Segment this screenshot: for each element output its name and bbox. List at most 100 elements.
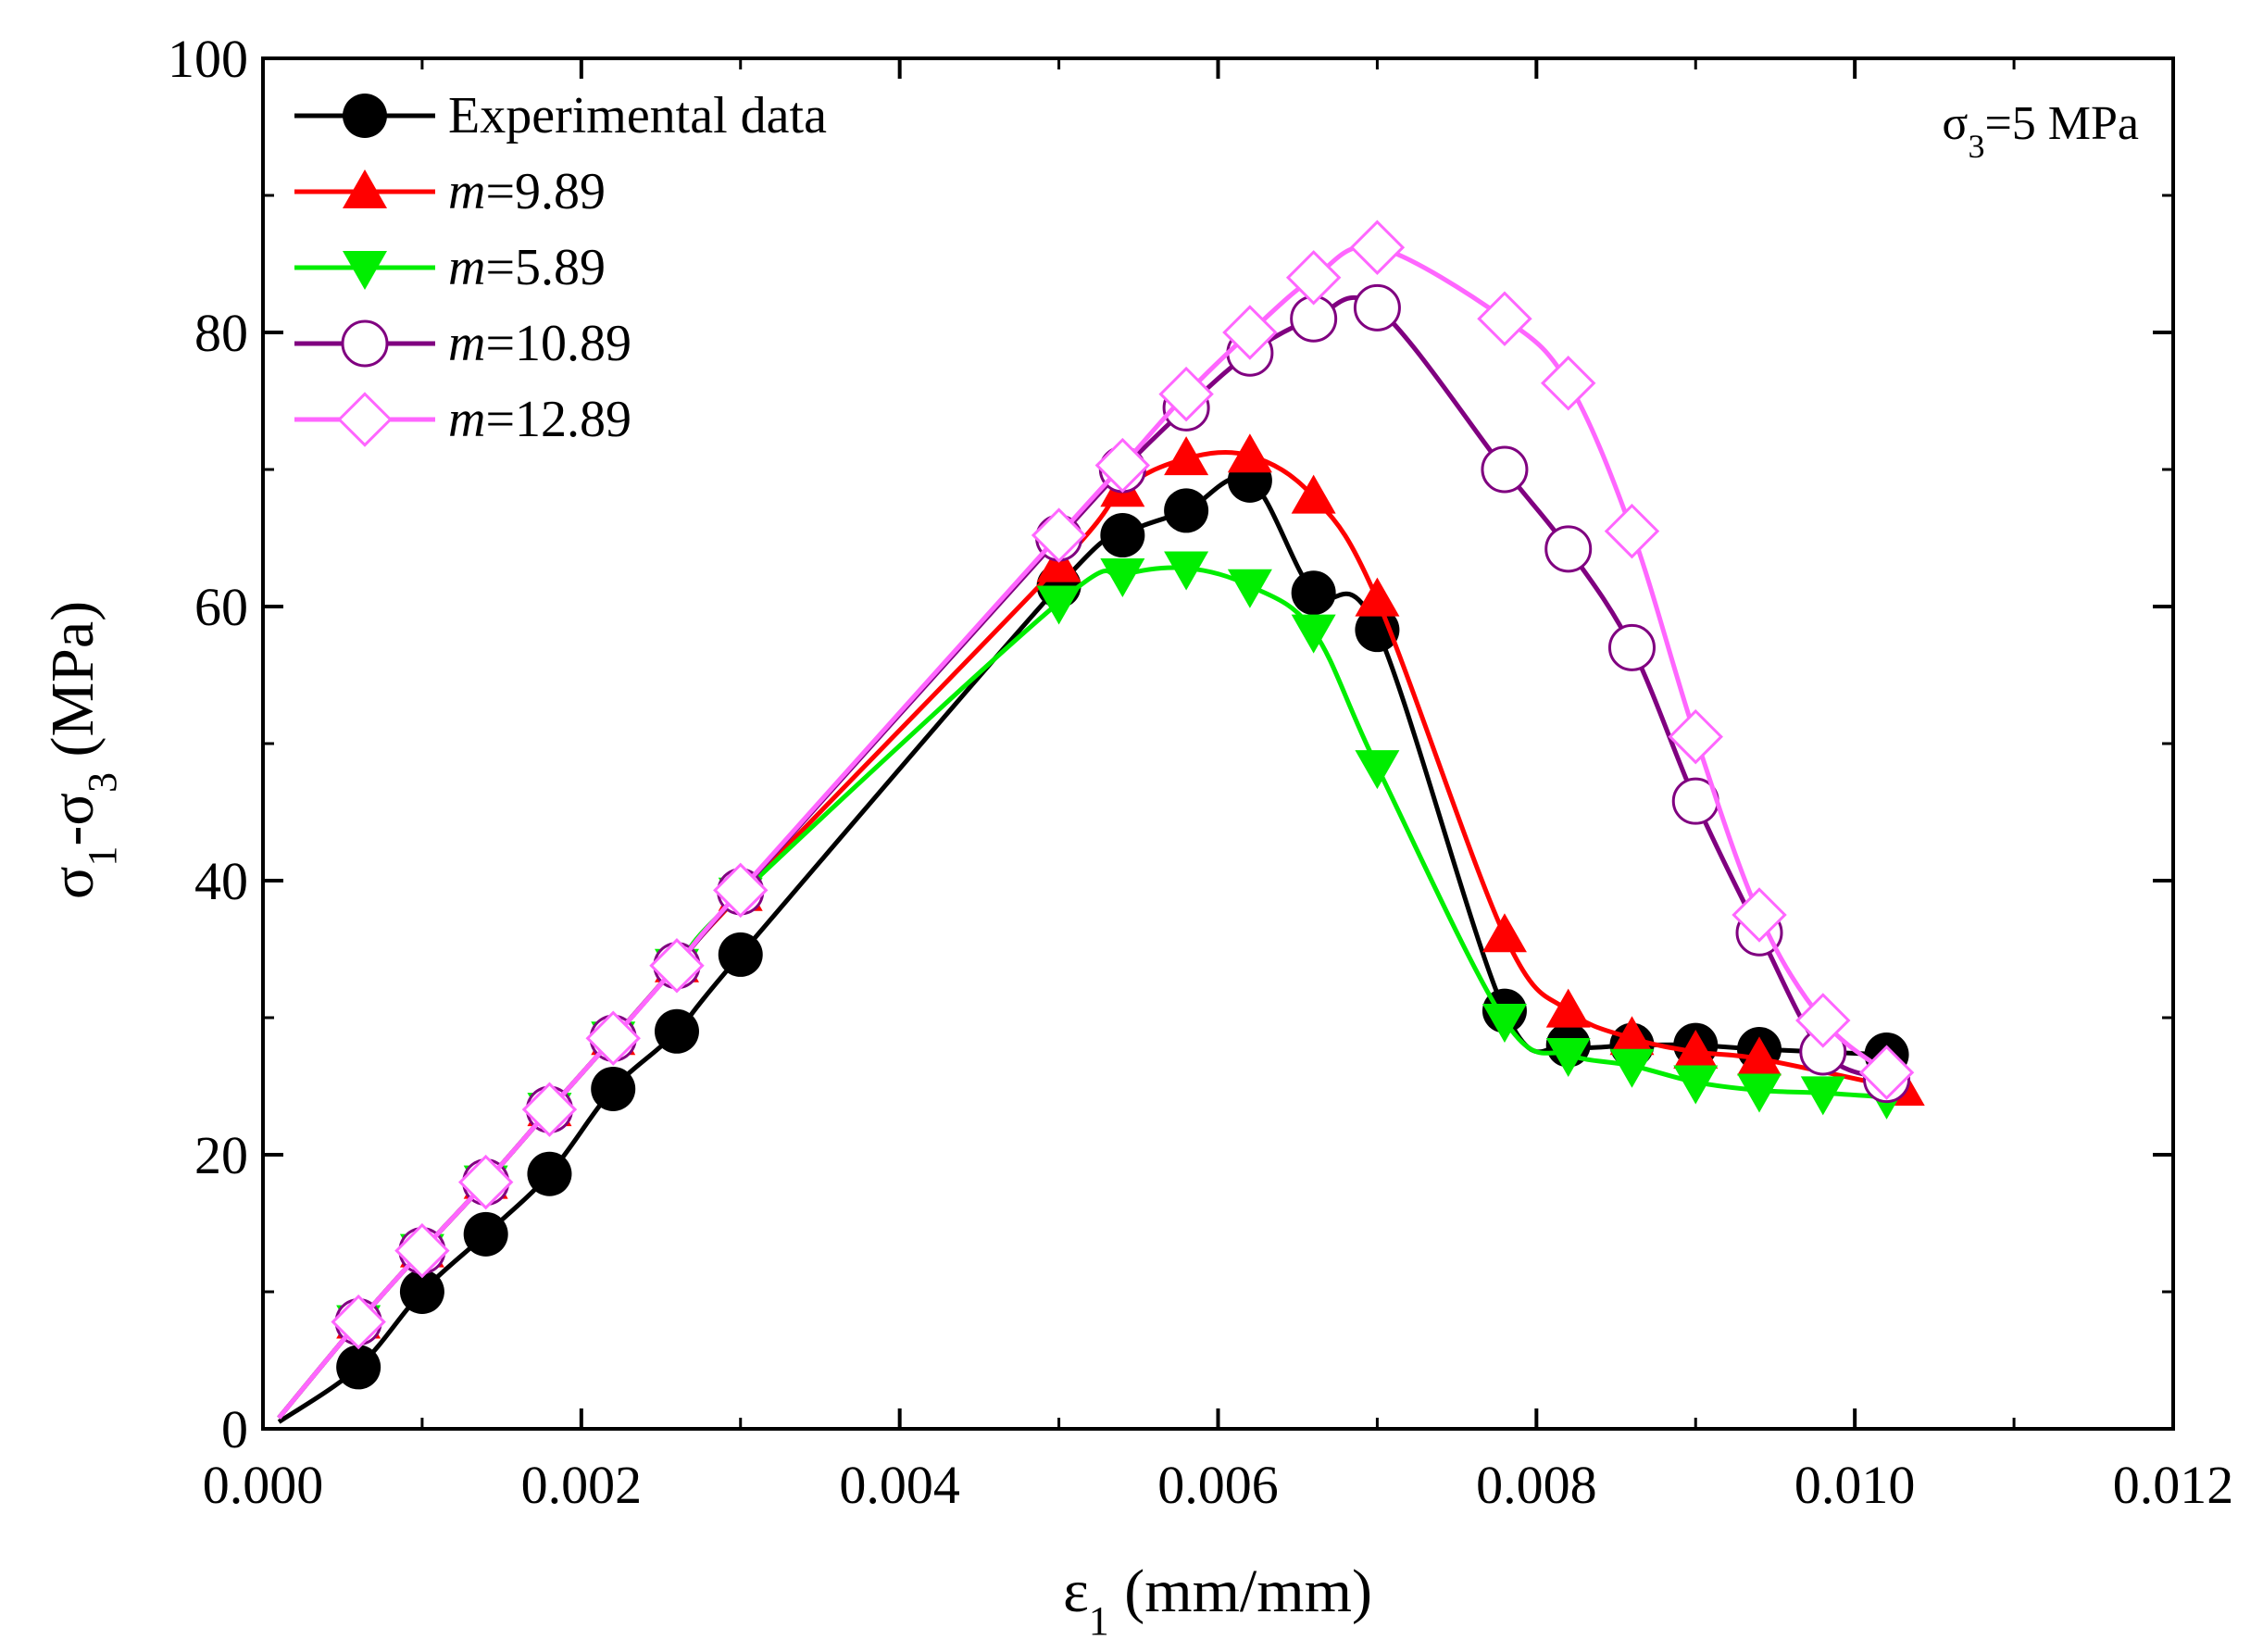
data-point [331,1294,386,1350]
x-tick-label: 0.008 [1476,1455,1597,1515]
data-point [521,1082,578,1137]
data-point [713,862,769,919]
data-point [1355,607,1400,653]
y-tick-label: 40 [194,851,248,911]
data-point [1031,507,1087,563]
data-point [1355,750,1400,790]
y-tick-label: 20 [194,1125,248,1185]
data-point [585,1010,641,1066]
data-point [1673,1065,1719,1105]
data-point [1795,993,1851,1048]
legend-item: Experimental data [294,87,827,144]
data-point [1349,219,1406,275]
data-point [1094,437,1151,494]
y-axis-label: σ1-σ3 (MPa) [39,601,125,899]
series-m-12-89 [277,219,1915,1420]
series-line [277,565,1887,1420]
data-point [1477,291,1532,346]
data-point [336,1345,381,1390]
data-point [1222,305,1278,360]
data-point [1609,1048,1655,1088]
data-point [1545,1037,1591,1077]
data-point [1668,708,1723,765]
legend-label: m=5.89 [448,239,606,296]
data-point [1607,623,1656,671]
data-point [1673,1030,1719,1069]
data-point [1164,551,1209,591]
series-line [277,450,1904,1420]
legend-label: m=9.89 [448,163,606,220]
legend-item: m=5.89 [294,239,606,296]
legend-item: m=9.89 [294,163,606,220]
data-point [1164,436,1209,476]
series-line [277,475,1887,1424]
x-tick-label: 0.006 [1157,1455,1279,1515]
data-point [1540,356,1596,411]
data-point [654,1008,699,1054]
data-point [394,1222,450,1279]
data-point [1481,445,1529,494]
legend-marker [341,319,389,368]
data-point [718,932,763,977]
data-point [1100,513,1145,558]
data-point [1858,1045,1915,1100]
data-point [1482,913,1527,953]
data-point [1227,433,1272,473]
data-point [1355,577,1400,617]
data-point [1291,614,1336,654]
legend: Experimental data m=9.89 m=5.89 m=10.89 m=12… [294,87,827,448]
series-line [277,244,1889,1420]
data-point [527,1151,572,1196]
x-tick-label: 0.004 [839,1455,960,1515]
plot-marks [277,219,1925,1424]
legend-label: Experimental data [448,87,827,144]
data-point [1544,525,1593,573]
data-point [1609,1016,1655,1056]
data-point [1158,366,1214,422]
legend-marker [343,169,387,208]
x-tick-label: 0.012 [2113,1455,2234,1515]
data-point [1036,585,1081,625]
legend-item: m=10.89 [294,315,631,372]
legend-label: m=12.89 [448,391,631,448]
legend-marker [337,392,393,447]
data-point [1732,887,1787,943]
x-axis-label: ε1 (mm/mm) [1063,1558,1372,1644]
x-tick-label: 0.010 [1794,1455,1916,1515]
data-point [457,1154,514,1210]
data-point [463,1211,508,1257]
data-point [1737,1036,1782,1076]
data-point [399,1270,444,1314]
legend-item: m=12.89 [294,391,631,448]
series-m-5-89 [277,551,1909,1420]
data-point [1737,1073,1782,1113]
data-point [1227,569,1272,608]
data-point [1164,488,1209,533]
legend-marker [343,94,387,138]
x-tick-label: 0.000 [203,1455,324,1515]
data-point [649,938,705,994]
y-tick-label: 100 [168,29,248,89]
x-tick-label: 0.002 [521,1455,643,1515]
data-point [1353,283,1401,332]
data-point [1285,250,1342,306]
y-tick-label: 60 [194,577,248,637]
y-tick-label: 0 [221,1399,248,1459]
axes: 0.000 0.002 0.004 0.006 0.008 0.010 0.012 0 20 40… [168,29,2233,1515]
series-experimental-data [277,457,1909,1424]
legend-label: m=10.89 [448,315,631,372]
annotation-sigma3: σ3=5 MPa [1942,97,2139,165]
series-line [277,294,1888,1420]
data-point [1545,988,1591,1028]
series-m-9-89 [277,433,1925,1420]
data-point [1482,1003,1527,1043]
data-point [1800,1076,1845,1116]
y-tick-label: 80 [194,303,248,363]
series-m-10-89 [277,283,1911,1420]
legend-marker [343,251,387,290]
data-point [1291,474,1336,514]
data-point [1100,557,1145,597]
data-point [591,1066,636,1111]
data-point [1291,570,1336,616]
